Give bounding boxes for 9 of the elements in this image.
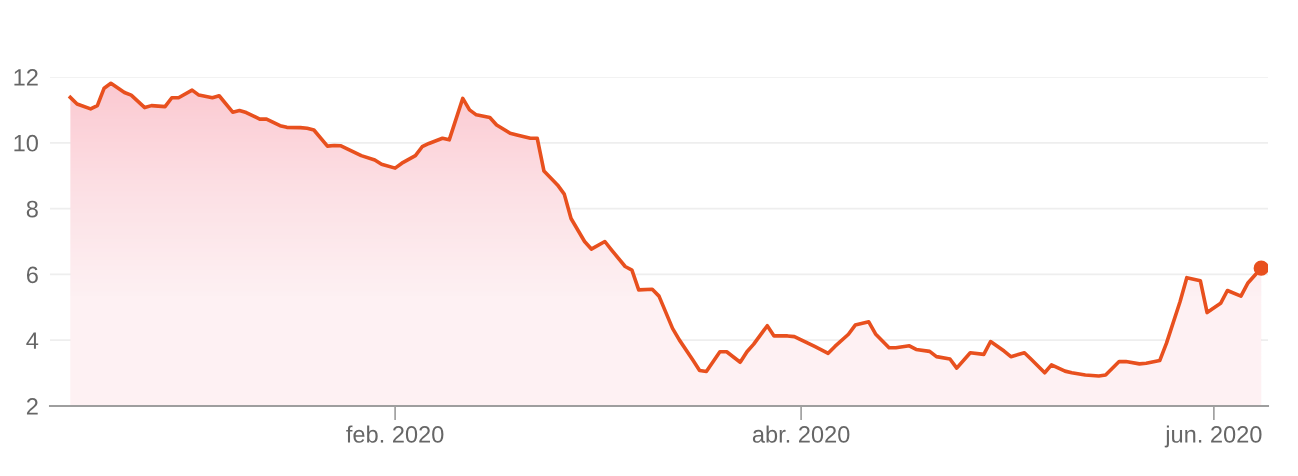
y-tick-label: 2	[26, 398, 38, 415]
x-tick-label: jun. 2020	[1164, 425, 1262, 448]
y-tick-label: 10	[14, 134, 38, 152]
y-tick-label: 6	[26, 266, 38, 284]
x-tick-label: feb. 2020	[346, 425, 444, 443]
y-tick-label: 4	[26, 332, 39, 349]
y-tick-label: 12	[14, 69, 38, 86]
y-tick-label: 8	[26, 200, 38, 218]
x-tick-label: abr. 2020	[752, 425, 850, 443]
